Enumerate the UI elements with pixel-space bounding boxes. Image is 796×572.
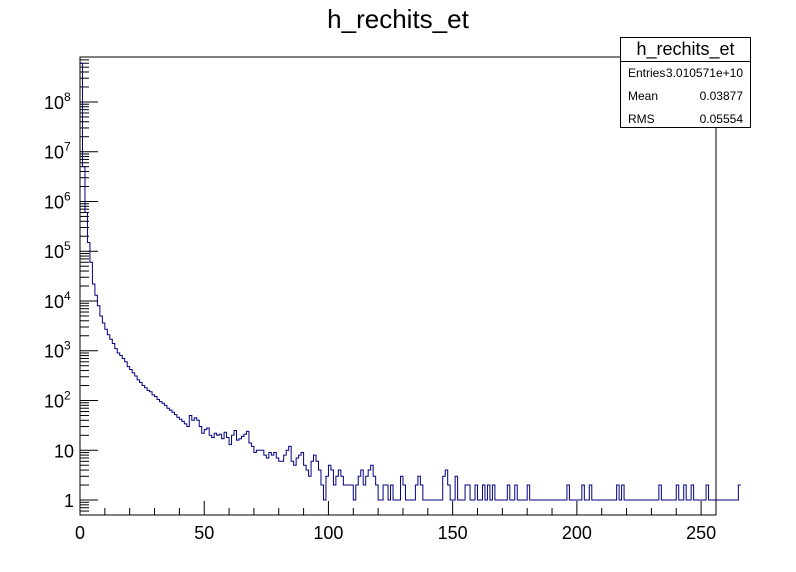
- stats-label: Mean: [628, 89, 659, 103]
- x-tick-label: 150: [438, 523, 468, 543]
- stats-value: 3.010571e+10: [665, 66, 743, 80]
- stats-box: h_rechits_et Entries 3.010571e+10 Mean 0…: [620, 37, 751, 128]
- x-tick-label: 100: [313, 523, 343, 543]
- chart-title: h_rechits_et: [327, 4, 469, 34]
- stats-row-rms: RMS 0.05554: [621, 108, 750, 131]
- stats-value: 0.03877: [699, 89, 743, 103]
- stats-row-entries: Entries 3.010571e+10: [621, 62, 750, 85]
- stats-value: 0.05554: [699, 112, 743, 126]
- stats-row-mean: Mean 0.03877: [621, 85, 750, 108]
- x-tick-label: 200: [562, 523, 592, 543]
- axis-labels: 0 50 100 150 200 250 1 10 102 103 104 105 106 107 108: [44, 90, 716, 543]
- x-tick-label: 250: [686, 523, 716, 543]
- histogram-line: [80, 62, 741, 501]
- y-tick-label: 1: [64, 491, 74, 511]
- x-tick-label: 50: [194, 523, 214, 543]
- y-tick-label: 106: [44, 189, 71, 212]
- stats-title: h_rechits_et: [621, 38, 750, 62]
- y-tick-label: 103: [44, 339, 71, 362]
- x-tick-label: 0: [75, 523, 85, 543]
- y-tick-label: 107: [44, 140, 71, 163]
- y-tick-label: 108: [44, 90, 71, 113]
- y-tick-label: 102: [44, 389, 71, 412]
- stats-label: Entries: [628, 66, 666, 80]
- stats-label: RMS: [628, 112, 655, 126]
- y-tick-label: 10: [54, 441, 74, 461]
- y-tick-label: 104: [44, 289, 71, 312]
- y-tick-label: 105: [44, 239, 71, 262]
- axis-ticks: [79, 56, 702, 516]
